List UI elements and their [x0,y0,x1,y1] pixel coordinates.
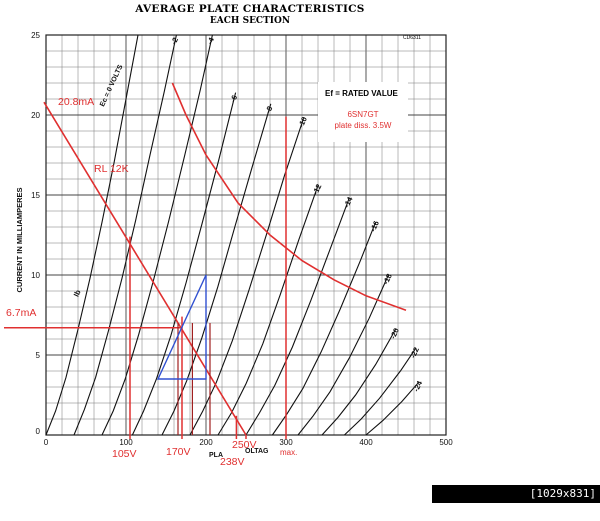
y-tick-label: 0 [36,427,41,436]
curve-ec-m22 [344,348,417,436]
chart-title: AVERAGE PLATE CHARACTERISTICS [135,3,365,15]
curve-ec-m8 [161,103,272,436]
y-tick-label: 5 [36,351,41,360]
legend-tube: 6SN7GT [347,110,379,119]
curve-label: -8 [263,105,274,115]
legend-box: Ef = RATED VALUE 6SN7GT plate diss. 3.5W [318,82,408,142]
curve-label: -10 [296,115,309,129]
curve-ec-m14 [245,198,350,436]
y-tick-label: 20 [31,111,40,120]
legend-dissipation: plate diss. 3.5W [334,121,392,130]
chart-subtitle: EACH SECTION [209,16,291,26]
voltage-label-105: 105V [112,448,137,460]
x-tick-label: 400 [359,438,373,447]
curve-label: -12 [311,183,324,197]
dissipation-curve [171,82,407,311]
i-q-label: 6.7mA [6,307,36,319]
curve-label: -24 [411,379,424,393]
voltage-label-238: 238V [220,456,245,468]
curve-ec-m2 [73,34,177,436]
x-axis-label-fragment: PLA [209,452,223,459]
load-line [43,101,247,436]
ref-code: CD6311 [403,35,421,41]
curve-label: -20 [388,327,401,341]
voltage-label-250: 250V [232,439,257,451]
x-tick-label: 200 [199,438,213,447]
curve-ec-m16 [271,221,377,436]
x-axis-label-fragment: OLTAG [245,448,269,455]
y-tick-label: 10 [31,271,40,280]
signal-triangle [156,274,207,380]
curve-label: -4 [205,35,216,46]
y-tick-label: 15 [31,191,40,200]
curve-ec-m10 [189,118,305,436]
legend-heading: Ef = RATED VALUE [325,89,398,98]
curve-label: -14 [342,195,355,209]
axes: 0 100 200 300 400 500 0 5 10 15 20 25 CURRENT IN MIL… [15,31,453,459]
voltage-label-max: max. [280,448,297,457]
curve-ec-m24 [365,381,420,436]
annotations: 20.8mA RL 12K 6.7mA 105V 170V 250V 238V max. [4,82,407,468]
curve-ec-m18 [297,274,389,436]
x-tick-label: 0 [44,438,49,447]
curve-label: -22 [408,346,421,360]
i-max-label: 20.8mA [58,96,94,108]
x-tick-label: 100 [119,438,133,447]
curve-ec-m20 [321,329,397,436]
x-tick-label: 500 [439,438,453,447]
voltage-label-170: 170V [166,446,191,458]
x-tick-label: 300 [279,438,293,447]
load-line-label: RL 12K [94,163,129,175]
curve-label: -16 [368,219,381,233]
watermark: [1029x831] https://upic.me/ [432,485,600,518]
chart-frame: 0 100 200 300 400 500 0 5 10 15 20 25 CURRENT IN MIL… [4,3,600,518]
ib-label: Ib [72,288,83,298]
curve-label: -18 [381,272,394,286]
plate-characteristics-chart: 0 100 200 300 400 500 0 5 10 15 20 25 CURRENT IN MIL… [4,31,453,468]
curve-label: -6 [228,94,239,104]
curve-label: -2 [169,36,180,46]
curve-ec-0 [45,34,139,436]
y-tick-label: 25 [31,31,40,40]
y-axis-label: CURRENT IN MILLIAMPERES [15,188,24,293]
